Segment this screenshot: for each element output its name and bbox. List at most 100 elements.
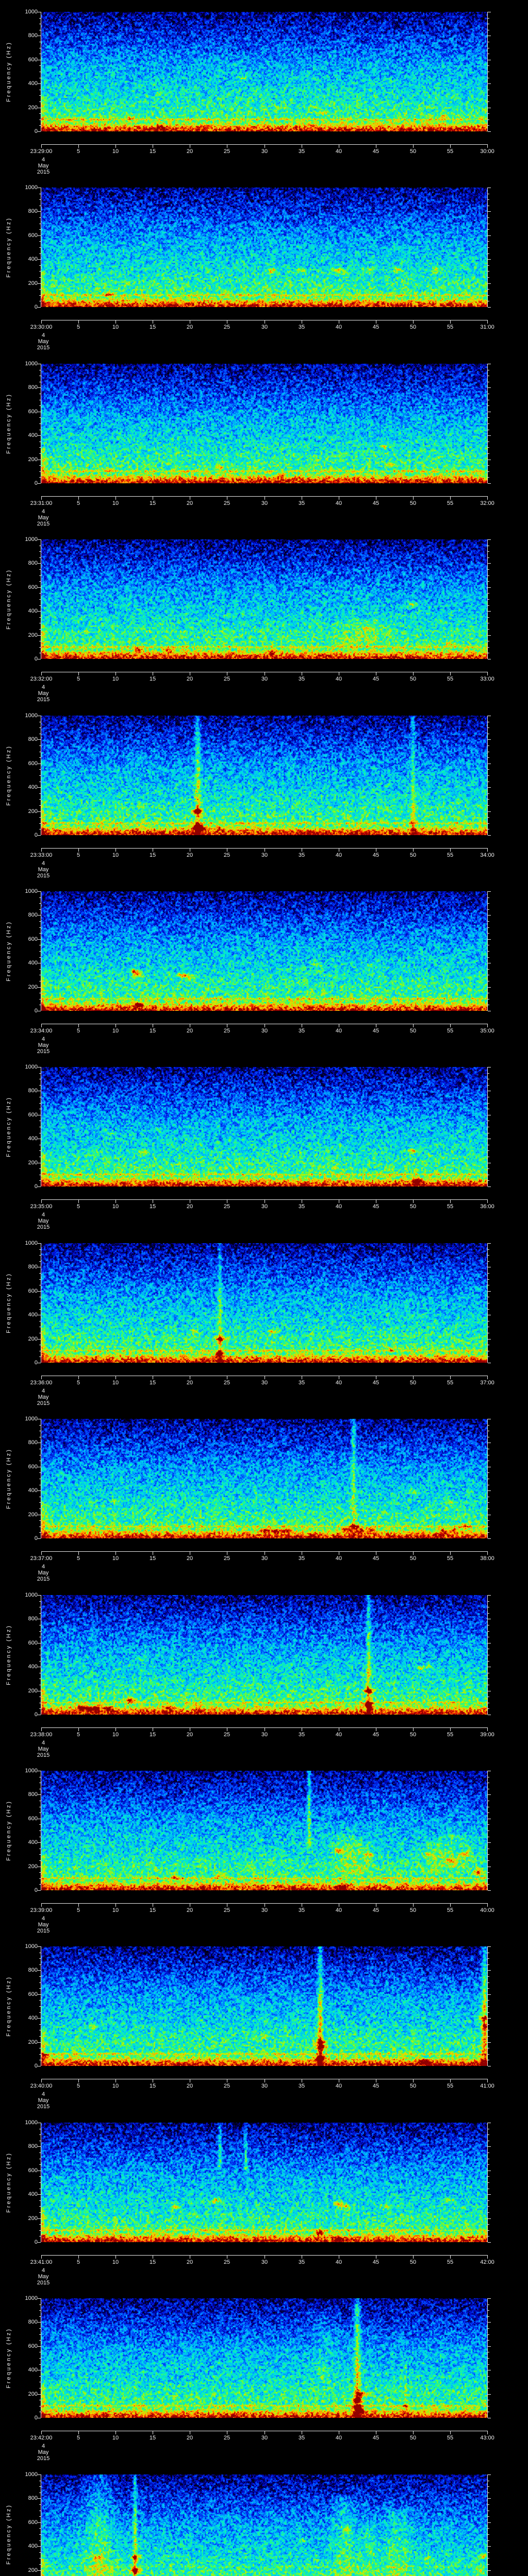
x-tick-label: 5 <box>76 1028 80 1034</box>
axis-tick <box>487 1552 488 1555</box>
axis-tick <box>38 835 41 836</box>
axis-tick <box>487 849 488 852</box>
axis-tick <box>38 2218 41 2219</box>
y-tick-label: 0 <box>34 1535 38 1541</box>
end-time-label: 39:00 <box>480 1732 494 1738</box>
axis-tick <box>488 18 489 19</box>
x-tick-label: 55 <box>447 1555 454 1562</box>
spectrogram-image <box>41 1243 487 1363</box>
y-tick-label: 1000 <box>25 1064 38 1070</box>
axis-tick <box>39 769 41 770</box>
axis-tick <box>39 289 41 290</box>
x-tick-label: 25 <box>223 148 230 155</box>
y-tick-label: 1000 <box>25 536 38 543</box>
y-axis-right-spine <box>487 2298 488 2418</box>
axis-tick <box>488 1538 491 1539</box>
axis-tick <box>39 217 41 218</box>
axis-tick <box>39 557 41 558</box>
y-tick-label: 800 <box>28 1791 38 1798</box>
axis-tick <box>38 259 41 260</box>
axis-tick <box>38 2018 41 2019</box>
axis-tick <box>413 1552 414 1555</box>
x-tick-label: 5 <box>76 324 80 330</box>
x-tick-label: 30 <box>261 500 268 506</box>
x-tick-label: 15 <box>149 324 156 330</box>
axis-tick <box>39 1958 41 1959</box>
axis-tick <box>39 1631 41 1632</box>
axis-tick <box>38 1291 41 1292</box>
x-tick-label: 45 <box>372 1555 380 1562</box>
axis-tick <box>488 569 489 570</box>
spectrogram-image <box>41 364 487 483</box>
axis-tick <box>488 259 491 260</box>
date-label: 2015 <box>37 697 50 703</box>
x-tick-label: 50 <box>409 1380 417 1386</box>
x-tick-label: 55 <box>447 1732 454 1738</box>
axis-tick <box>450 2256 451 2259</box>
date-label: 2015 <box>37 2455 50 2462</box>
date-label: May <box>38 1922 49 1928</box>
axis-tick <box>41 1200 42 1203</box>
x-axis <box>41 144 488 145</box>
axis-tick <box>488 2340 489 2341</box>
spectrogram-image <box>41 891 487 1011</box>
y-tick-label: 800 <box>28 32 38 39</box>
axis-tick <box>39 2364 41 2365</box>
axis-tick <box>41 2431 42 2434</box>
x-tick-label: 5 <box>76 676 80 682</box>
axis-tick <box>39 265 41 266</box>
axis-tick <box>39 113 41 114</box>
y-tick-label: 1000 <box>25 2471 38 2478</box>
x-tick-label: 10 <box>112 1380 119 1386</box>
axis-tick <box>38 131 41 132</box>
x-tick-label: 15 <box>149 1204 156 1210</box>
x-tick-label: 35 <box>298 2259 305 2265</box>
axis-tick <box>39 271 41 272</box>
axis-tick <box>39 2134 41 2135</box>
x-tick-label: 15 <box>149 2083 156 2089</box>
axis-tick <box>488 1976 489 1977</box>
axis-tick <box>41 2256 42 2259</box>
spectrogram-image <box>41 1946 487 2066</box>
axis-tick <box>488 587 491 588</box>
axis-tick <box>38 587 41 588</box>
y-axis-right-spine <box>487 1771 488 1890</box>
axis-tick <box>39 2310 41 2311</box>
axis-tick <box>488 1309 489 1310</box>
axis-tick <box>488 2322 491 2323</box>
axis-tick <box>488 2564 489 2565</box>
y-tick-label: 0 <box>34 2415 38 2421</box>
axis-tick <box>39 101 41 102</box>
date-label: May <box>38 1746 49 1752</box>
y-tick-label: 0 <box>34 304 38 310</box>
x-tick-label: 50 <box>409 852 417 858</box>
y-axis-title: Frequency (Hz) <box>6 1624 12 1685</box>
spectrogram-image <box>41 12 487 131</box>
y-tick-label: 1000 <box>25 2295 38 2301</box>
x-tick-label: 40 <box>335 1028 342 1034</box>
axis-tick <box>413 145 414 148</box>
axis-tick <box>39 599 41 600</box>
axis-tick <box>488 265 489 266</box>
axis-tick <box>487 1728 488 1731</box>
axis-tick <box>450 2079 451 2082</box>
date-label: 4 <box>41 2267 45 2274</box>
y-tick-label: 600 <box>28 584 38 590</box>
axis-tick <box>487 1376 488 1379</box>
axis-tick <box>39 1988 41 1989</box>
axis-tick <box>487 2256 488 2259</box>
axis-tick <box>488 2164 489 2165</box>
axis-tick <box>488 2000 489 2001</box>
axis-tick <box>38 235 41 236</box>
axis-tick <box>38 2394 41 2395</box>
start-time-label: 23:41:00 <box>30 2259 53 2265</box>
axis-tick <box>450 1024 451 1027</box>
axis-tick <box>38 1538 41 1539</box>
axis-tick <box>488 611 491 612</box>
end-time-label: 33:00 <box>480 676 494 682</box>
end-time-label: 41:00 <box>480 2083 494 2089</box>
axis-tick <box>39 1982 41 1983</box>
x-tick-label: 40 <box>335 2435 342 2441</box>
axis-tick <box>39 2164 41 2165</box>
axis-tick <box>488 1890 491 1891</box>
